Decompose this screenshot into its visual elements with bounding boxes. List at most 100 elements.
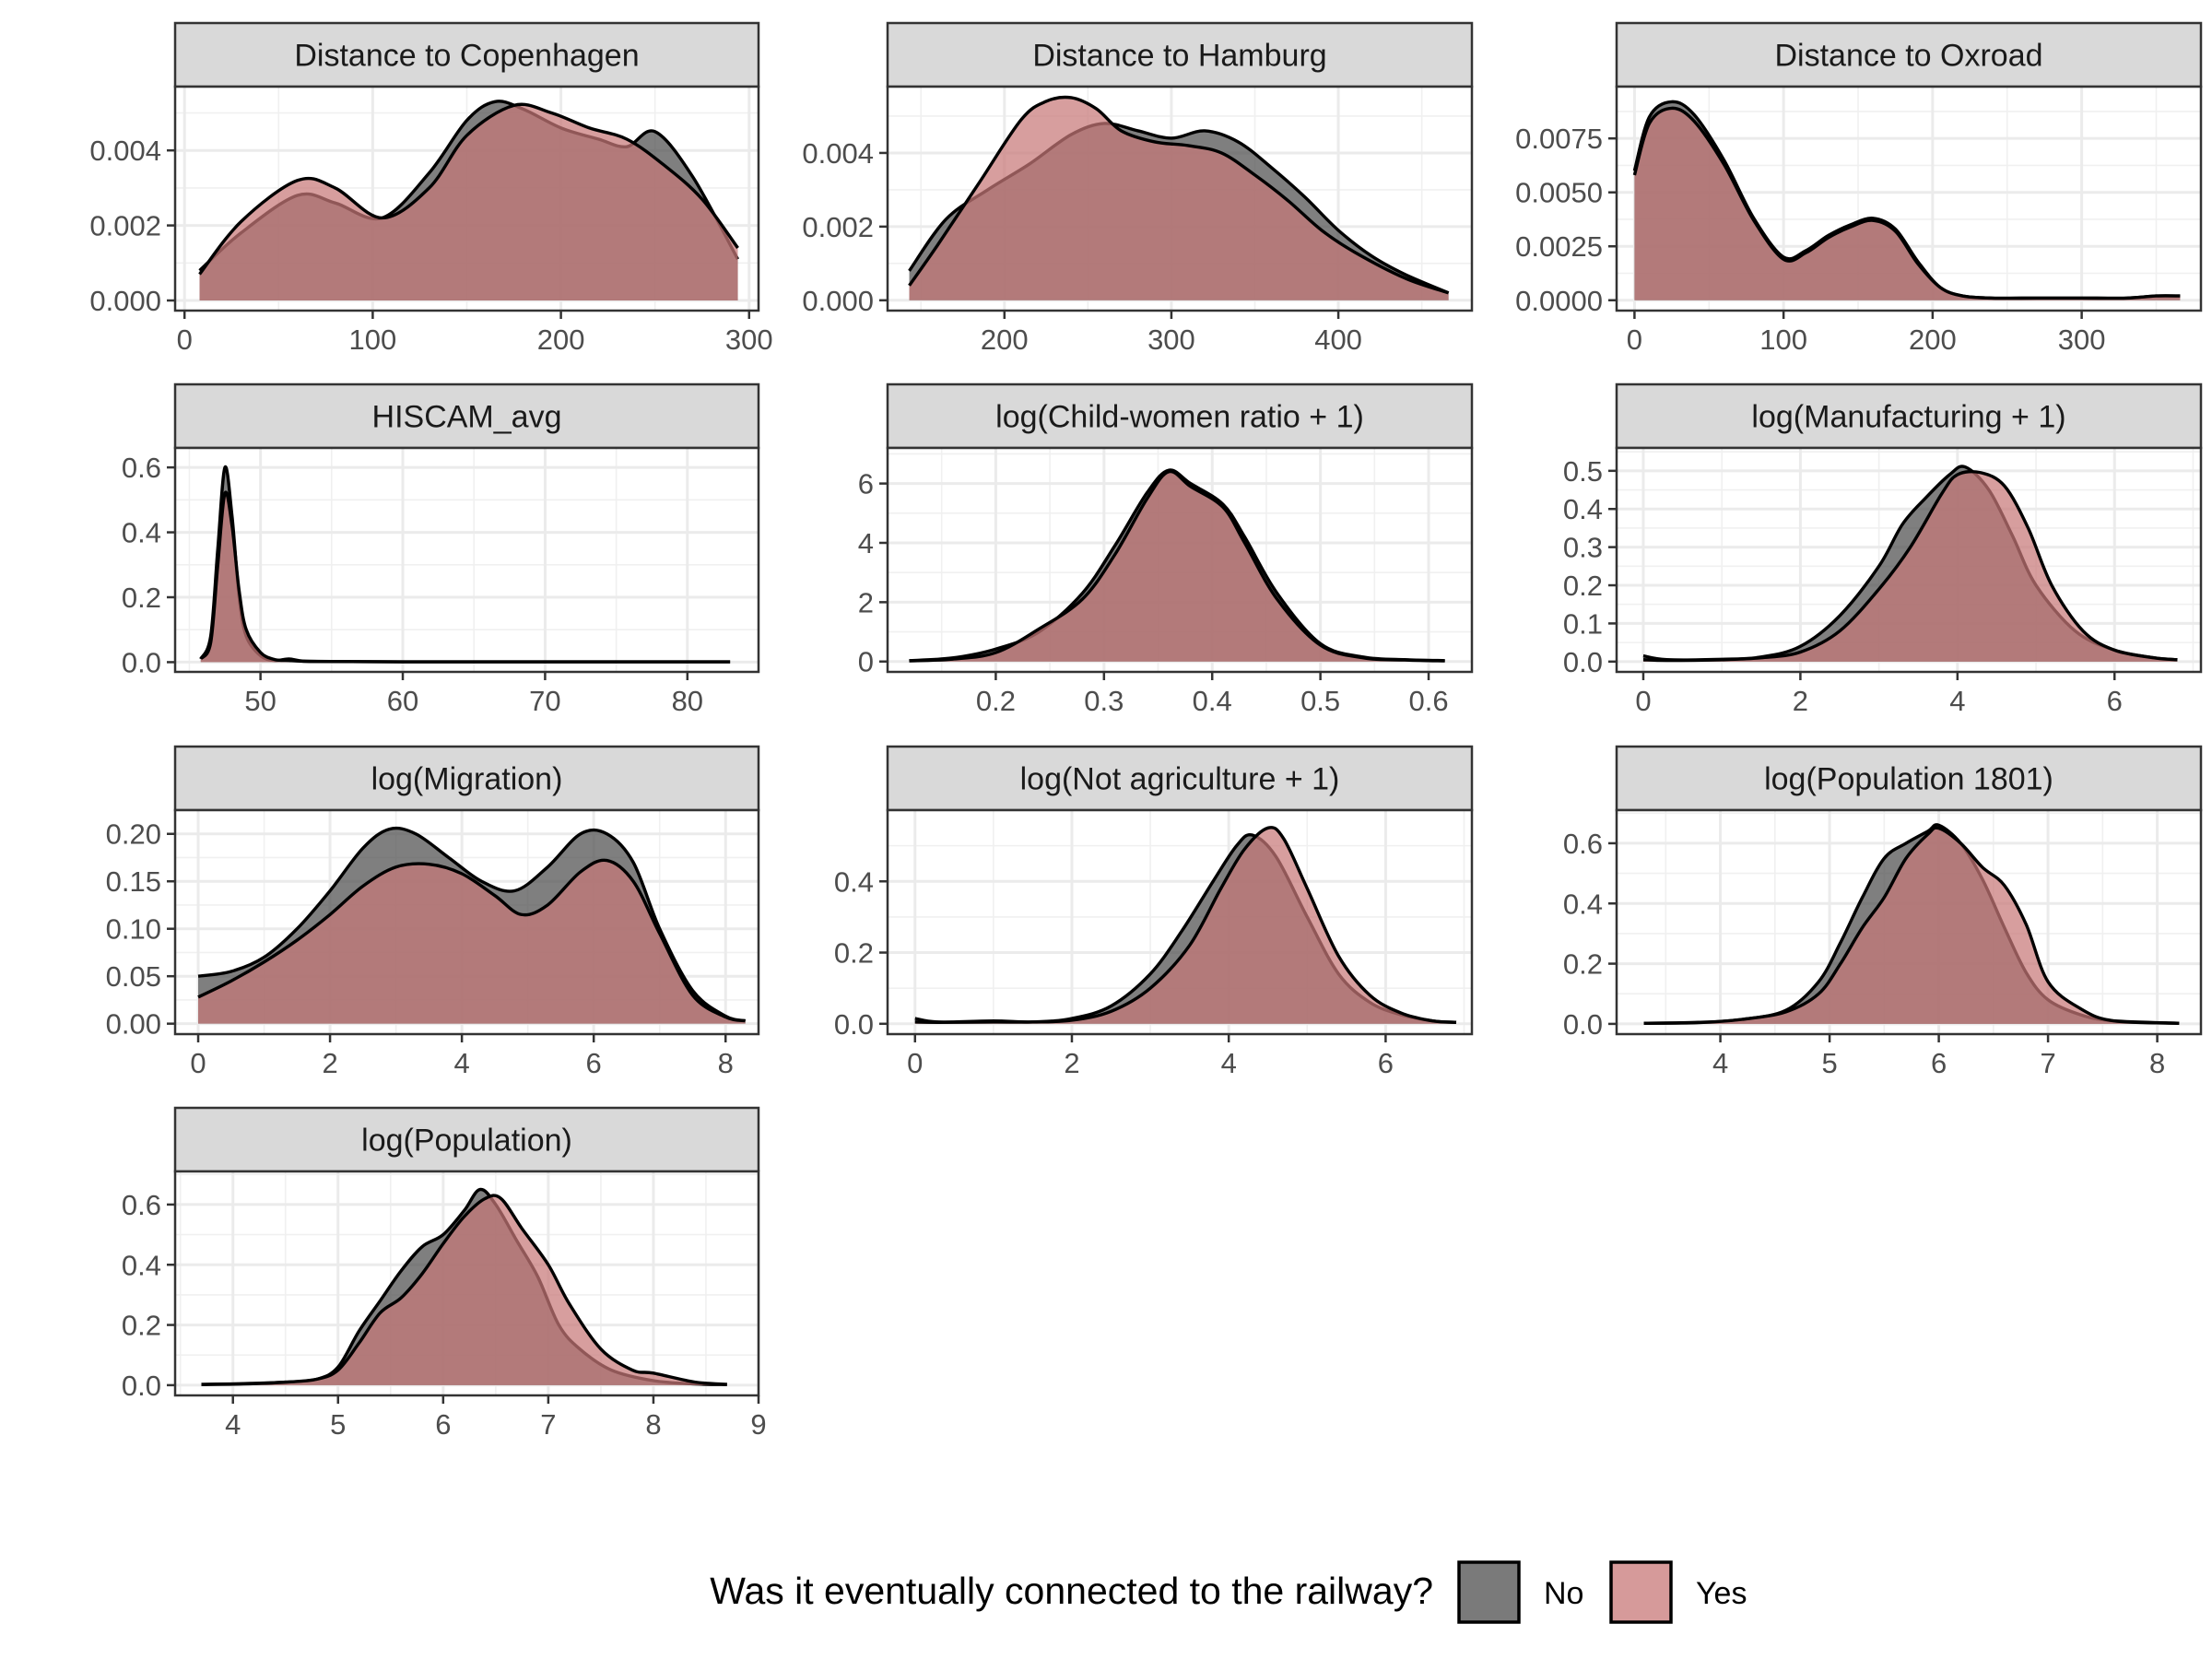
panel-background xyxy=(175,448,759,672)
density-area-yes xyxy=(201,1195,727,1385)
facet-strip xyxy=(886,745,1474,812)
y-tick-label: 0.0 xyxy=(1563,1008,1603,1041)
facet-log-not-agriculture-1: log(Not agriculture + 1) 0 2 4 6 0.0 0.2 0.4 xyxy=(834,745,1474,1079)
density-line-yes xyxy=(909,469,1445,663)
density-line-yes xyxy=(1632,106,2181,300)
x-tick-label: 0.5 xyxy=(1300,685,1340,717)
facet-title: log(Population) xyxy=(361,1124,572,1159)
density-area-yes xyxy=(914,827,1456,1024)
y-tick-label: 0.2 xyxy=(122,582,161,614)
x-tick-label: 100 xyxy=(1759,324,1807,356)
y-tick-label: 0.4 xyxy=(122,517,161,549)
facet-distance-to-copenhagen: Distance to Copenhagen 0 100 200 300 0.000 0.0… xyxy=(89,21,773,356)
facet-strip xyxy=(886,382,1474,450)
x-tick-label: 4 xyxy=(1221,1047,1237,1079)
x-tick-label: 6 xyxy=(586,1047,602,1079)
y-tick-label: 0.000 xyxy=(802,285,874,317)
density-area-yes xyxy=(199,104,738,301)
x-tick-label: 8 xyxy=(2149,1047,2165,1079)
facet-distance-to-hamburg: Distance to Hamburg 200 300 400 0.000 0.002 0.… xyxy=(802,21,1474,356)
panel-border xyxy=(1615,85,2203,312)
density-series-group xyxy=(201,1187,727,1386)
y-tick-label: 0.0050 xyxy=(1515,177,1603,209)
x-tick-label: 4 xyxy=(225,1408,241,1441)
x-tick-label: 5 xyxy=(1821,1047,1837,1079)
y-tick-label: 0.0 xyxy=(1563,646,1603,678)
y-tick-label: 0.00 xyxy=(106,1008,161,1041)
x-tick-label: 8 xyxy=(718,1047,734,1079)
x-tick-label: 300 xyxy=(2058,324,2106,356)
x-tick-label: 200 xyxy=(1909,324,1957,356)
x-tick-label: 8 xyxy=(645,1408,661,1441)
x-tick-label: 6 xyxy=(435,1408,451,1441)
density-area-yes xyxy=(909,97,1449,300)
legend-key-no xyxy=(1457,1560,1521,1624)
y-tick-label: 0.6 xyxy=(122,452,161,484)
density-series-group xyxy=(909,468,1445,663)
x-tick-label: 6 xyxy=(1378,1047,1394,1079)
legend-label-no: No xyxy=(1544,1576,1583,1611)
facet-strip xyxy=(173,382,760,450)
legend-label-yes: Yes xyxy=(1696,1576,1747,1611)
facet-title: log(Population 1801) xyxy=(1764,762,2053,797)
y-tick-label: 0.10 xyxy=(106,913,161,946)
panel-border xyxy=(173,808,760,1036)
facet-title: log(Child-women ratio + 1) xyxy=(995,400,1364,435)
legend-key-yes xyxy=(1609,1560,1673,1624)
y-tick-label: 0.0025 xyxy=(1515,230,1603,263)
y-tick-label: 0.2 xyxy=(122,1310,161,1342)
y-tick-label: 0.2 xyxy=(1563,570,1603,602)
y-tick-label: 0.2 xyxy=(834,937,874,970)
density-area-yes xyxy=(1643,828,2180,1024)
facet-title: log(Not agriculture + 1) xyxy=(1020,762,1340,797)
facet-title: Distance to Hamburg xyxy=(1032,39,1326,74)
y-tick-label: 0.0 xyxy=(122,1370,161,1402)
y-tick-label: 0.20 xyxy=(106,818,161,851)
y-tick-label: 0.0 xyxy=(122,646,161,678)
x-tick-label: 9 xyxy=(750,1408,766,1441)
panel-border xyxy=(886,446,1474,674)
x-tick-label: 0 xyxy=(1635,685,1651,717)
x-tick-label: 2 xyxy=(1793,685,1808,717)
facet-strip xyxy=(173,745,760,812)
y-tick-label: 4 xyxy=(858,527,874,559)
facet-log-migration: log(Migration) 0 2 4 6 8 0.00 0.05 0.10 0.15 0.20 xyxy=(106,745,760,1079)
y-tick-label: 0.004 xyxy=(802,137,874,170)
x-tick-label: 80 xyxy=(672,685,703,717)
facet-hiscam-avg: HISCAM_avg 50 60 70 80 0.0 0.2 0.4 0.6 xyxy=(122,382,760,717)
density-series-group xyxy=(198,100,740,301)
facet-strip xyxy=(1615,21,2203,88)
x-tick-label: 2 xyxy=(322,1047,337,1079)
density-series-group xyxy=(1632,100,2181,300)
x-tick-label: 4 xyxy=(454,1047,470,1079)
facet-log-child-women-ratio-1: log(Child-women ratio + 1) 0.2 0.3 0.4 0.5 0.… xyxy=(858,382,1474,717)
x-tick-label: 5 xyxy=(330,1408,346,1441)
y-tick-label: 0.6 xyxy=(122,1189,161,1221)
x-tick-label: 0.3 xyxy=(1084,685,1124,717)
y-tick-label: 0.5 xyxy=(1563,455,1603,488)
y-tick-label: 0.4 xyxy=(122,1249,161,1281)
density-area-yes xyxy=(1634,108,2181,300)
panel-border xyxy=(1615,808,2203,1036)
y-tick-label: 0 xyxy=(858,646,874,678)
facet-title: log(Manufacturing + 1) xyxy=(1751,400,2065,435)
x-tick-label: 0.4 xyxy=(1193,685,1232,717)
y-tick-label: 0.0 xyxy=(834,1008,874,1041)
x-tick-label: 0 xyxy=(177,324,193,356)
density-series-group xyxy=(908,95,1450,300)
panel-border xyxy=(173,85,760,312)
x-tick-label: 6 xyxy=(1931,1047,1947,1079)
x-tick-label: 0.2 xyxy=(976,685,1016,717)
density-line-no xyxy=(197,826,747,1023)
density-series-group xyxy=(199,465,731,664)
y-tick-label: 6 xyxy=(858,468,874,500)
x-tick-label: 0 xyxy=(1627,324,1642,356)
x-tick-label: 0.6 xyxy=(1408,685,1448,717)
facet-log-manufacturing-1: log(Manufacturing + 1) 0 2 4 6 0.0 0.1 0.2 0.3 0.… xyxy=(1563,382,2203,717)
x-tick-label: 0 xyxy=(907,1047,923,1079)
panel-border xyxy=(173,446,760,674)
x-tick-label: 6 xyxy=(2107,685,2123,717)
density-series-group xyxy=(197,826,747,1024)
facet-log-population: log(Population) 4 5 6 7 8 9 0.0 0.2 0.4 0.6 xyxy=(122,1106,767,1441)
